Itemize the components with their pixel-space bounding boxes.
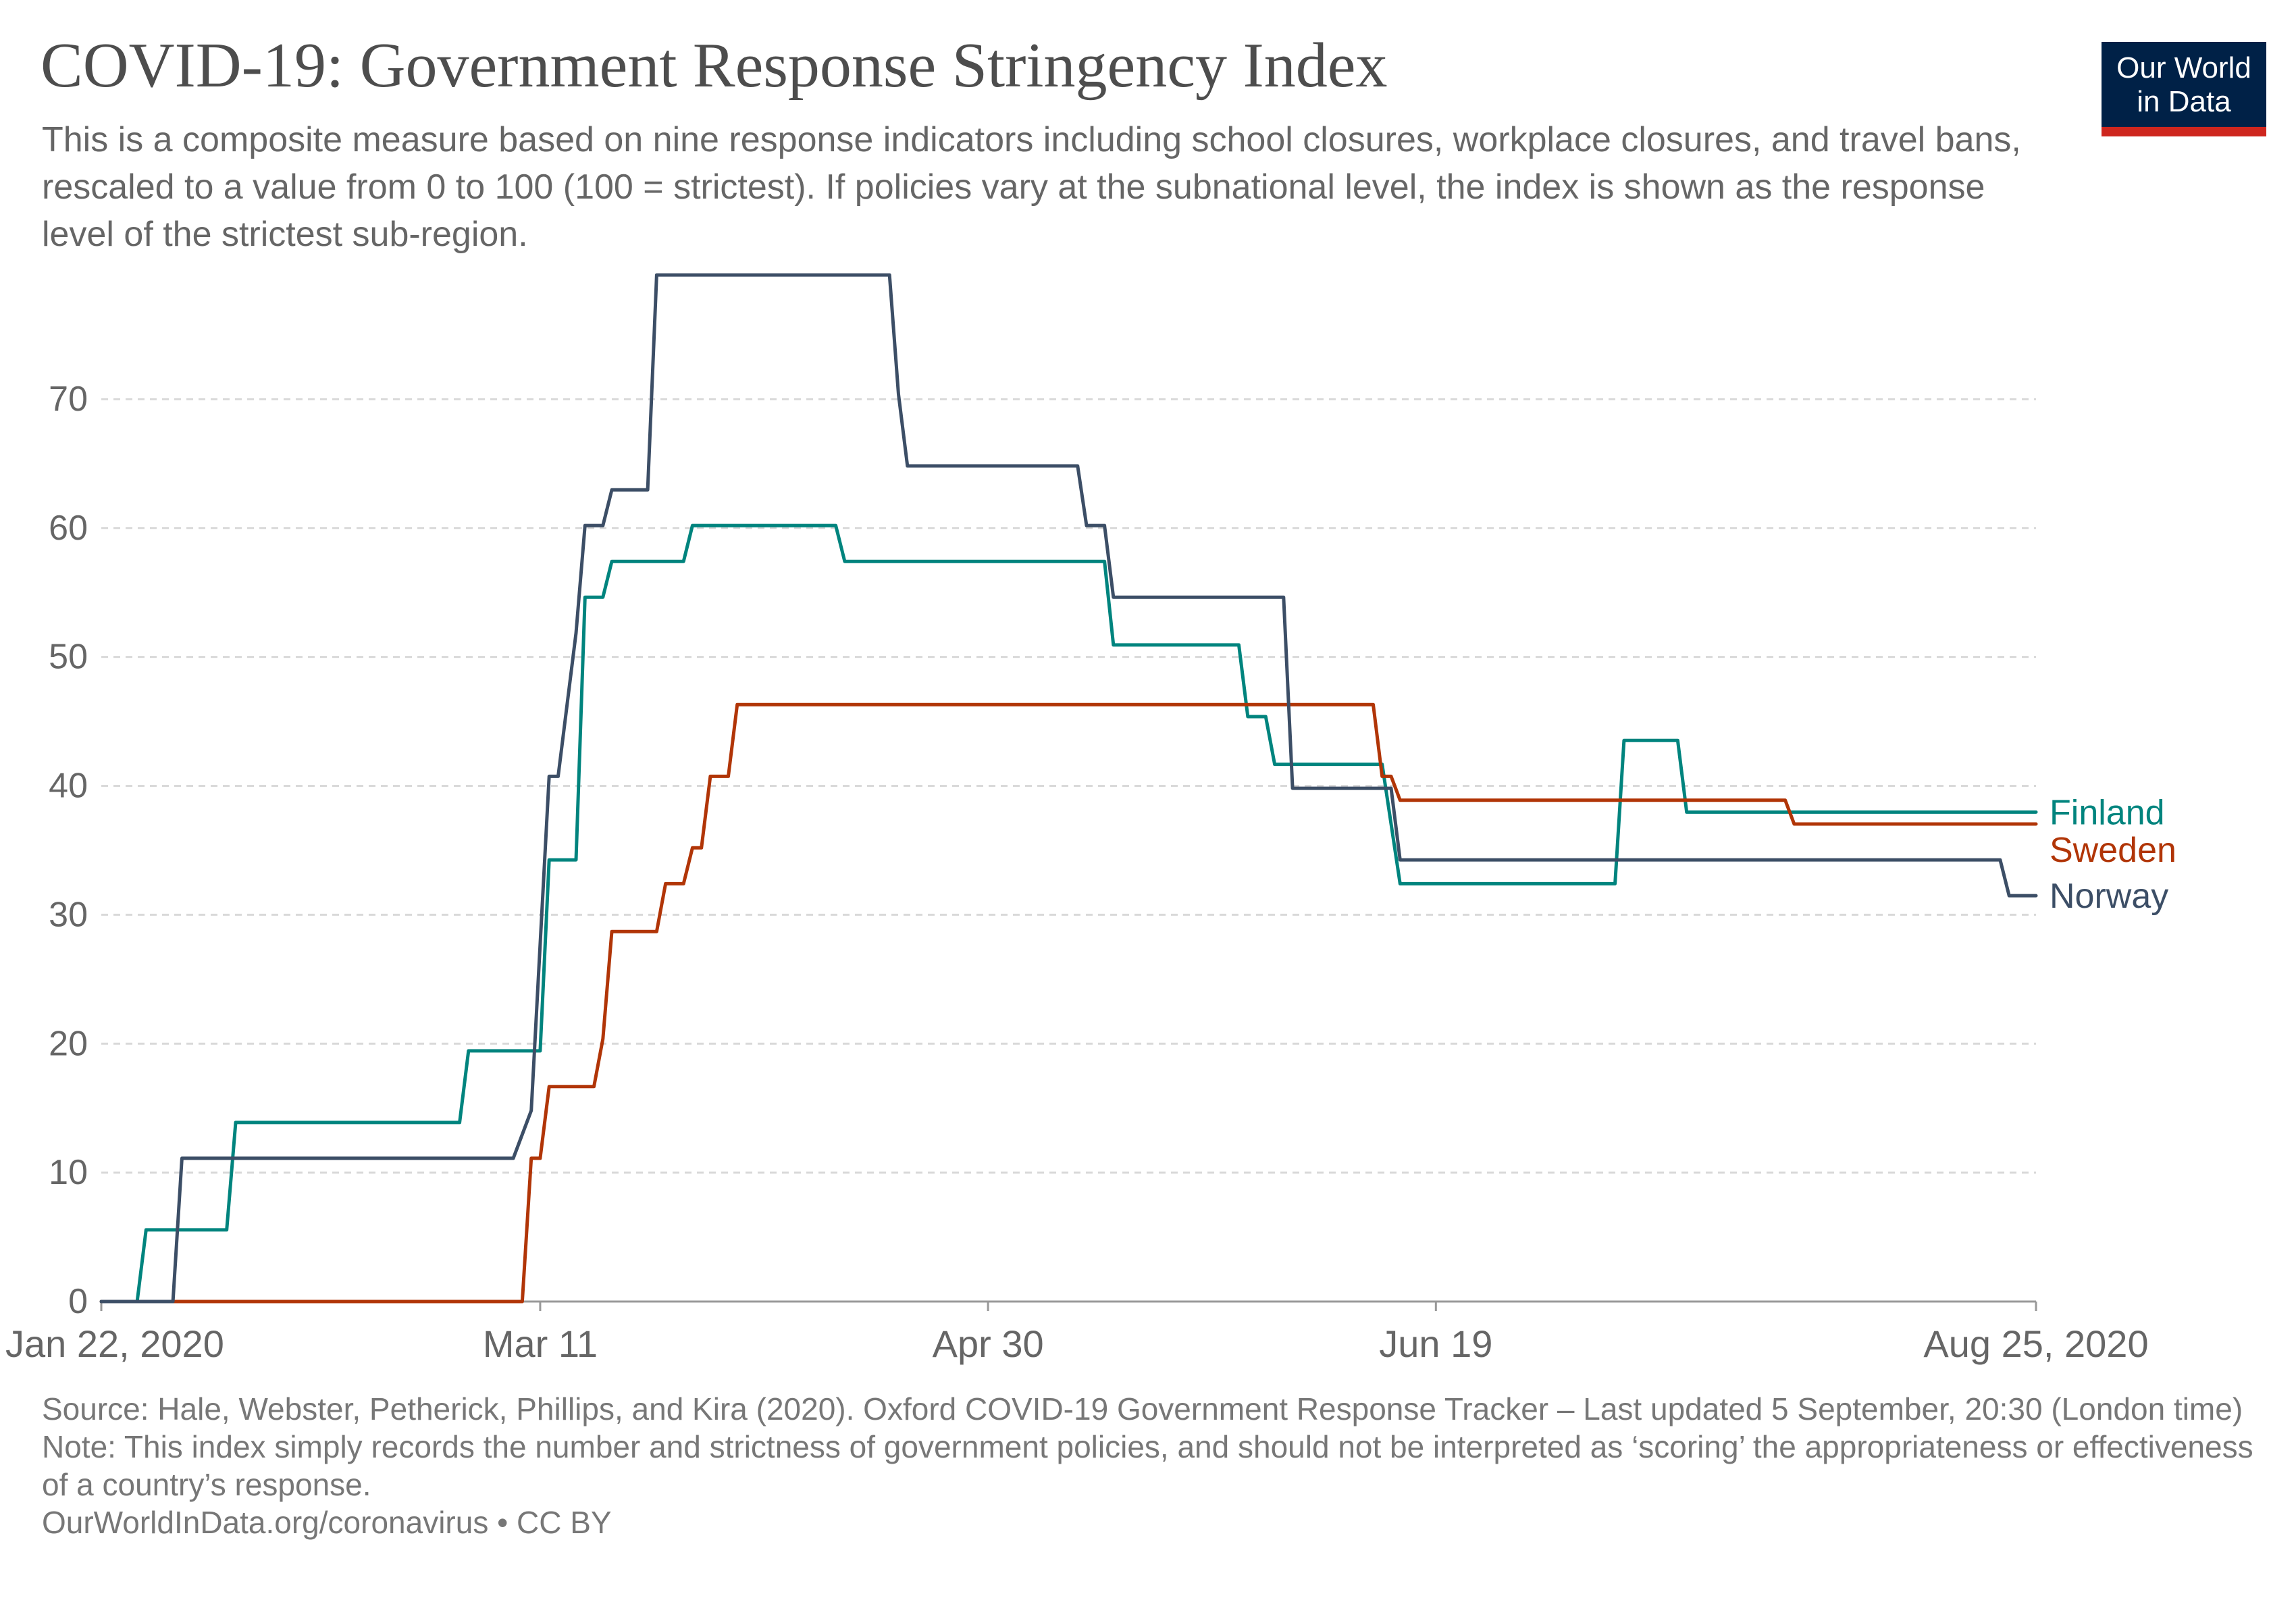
y-tick-label: 40: [49, 767, 88, 806]
chart-subtitle: This is a composite measure based on nin…: [42, 120, 2021, 254]
y-tick-label: 60: [49, 509, 88, 548]
series-line-finland[interactable]: [99, 523, 2038, 1304]
chart-footer: Source: Hale, Webster, Petherick, Philli…: [42, 1390, 2284, 1541]
y-tick-label: 20: [49, 1024, 88, 1063]
logo-line-1: Our World: [2116, 51, 2251, 84]
grid-lines: [101, 398, 2036, 1174]
y-tick-label: 70: [49, 380, 88, 419]
license-link[interactable]: OurWorldInData.org/coronavirus • CC BY: [42, 1505, 612, 1540]
series-line-sweden[interactable]: [99, 702, 2038, 1304]
chart-title: COVID-19: Government Response Stringency…: [41, 30, 1388, 101]
y-tick-label: 30: [49, 895, 88, 934]
axes: 0 10 20 30 40 50 60 70 Jan 22, 2020 Mar 11 Apr 30 J…: [5, 380, 2149, 1365]
logo-line-2: in Data: [2137, 85, 2231, 118]
y-tick-label: 0: [68, 1282, 88, 1321]
x-tick-label: Apr 30: [933, 1322, 1044, 1365]
x-tick-label: Jun 19: [1379, 1322, 1492, 1365]
series-line-norway[interactable]: [99, 273, 2038, 1304]
x-tick-label: Aug 25, 2020: [1923, 1322, 2148, 1365]
x-tick-label: Jan 22, 2020: [5, 1322, 224, 1365]
x-tick-label: Mar 11: [483, 1322, 598, 1365]
y-tick-label: 10: [49, 1153, 88, 1192]
owid-logo[interactable]: Our World in Data: [2102, 42, 2266, 136]
series-label-finland: Finland: [2050, 793, 2165, 832]
methodology-note: Note: This index simply records the numb…: [42, 1429, 2253, 1502]
source-note: Source: Hale, Webster, Petherick, Philli…: [42, 1391, 2243, 1426]
y-tick-label: 50: [49, 638, 88, 677]
series-lines[interactable]: [99, 273, 2038, 1304]
series-label-sweden: Sweden: [2050, 831, 2176, 870]
series-label-norway: Norway: [2050, 877, 2168, 916]
